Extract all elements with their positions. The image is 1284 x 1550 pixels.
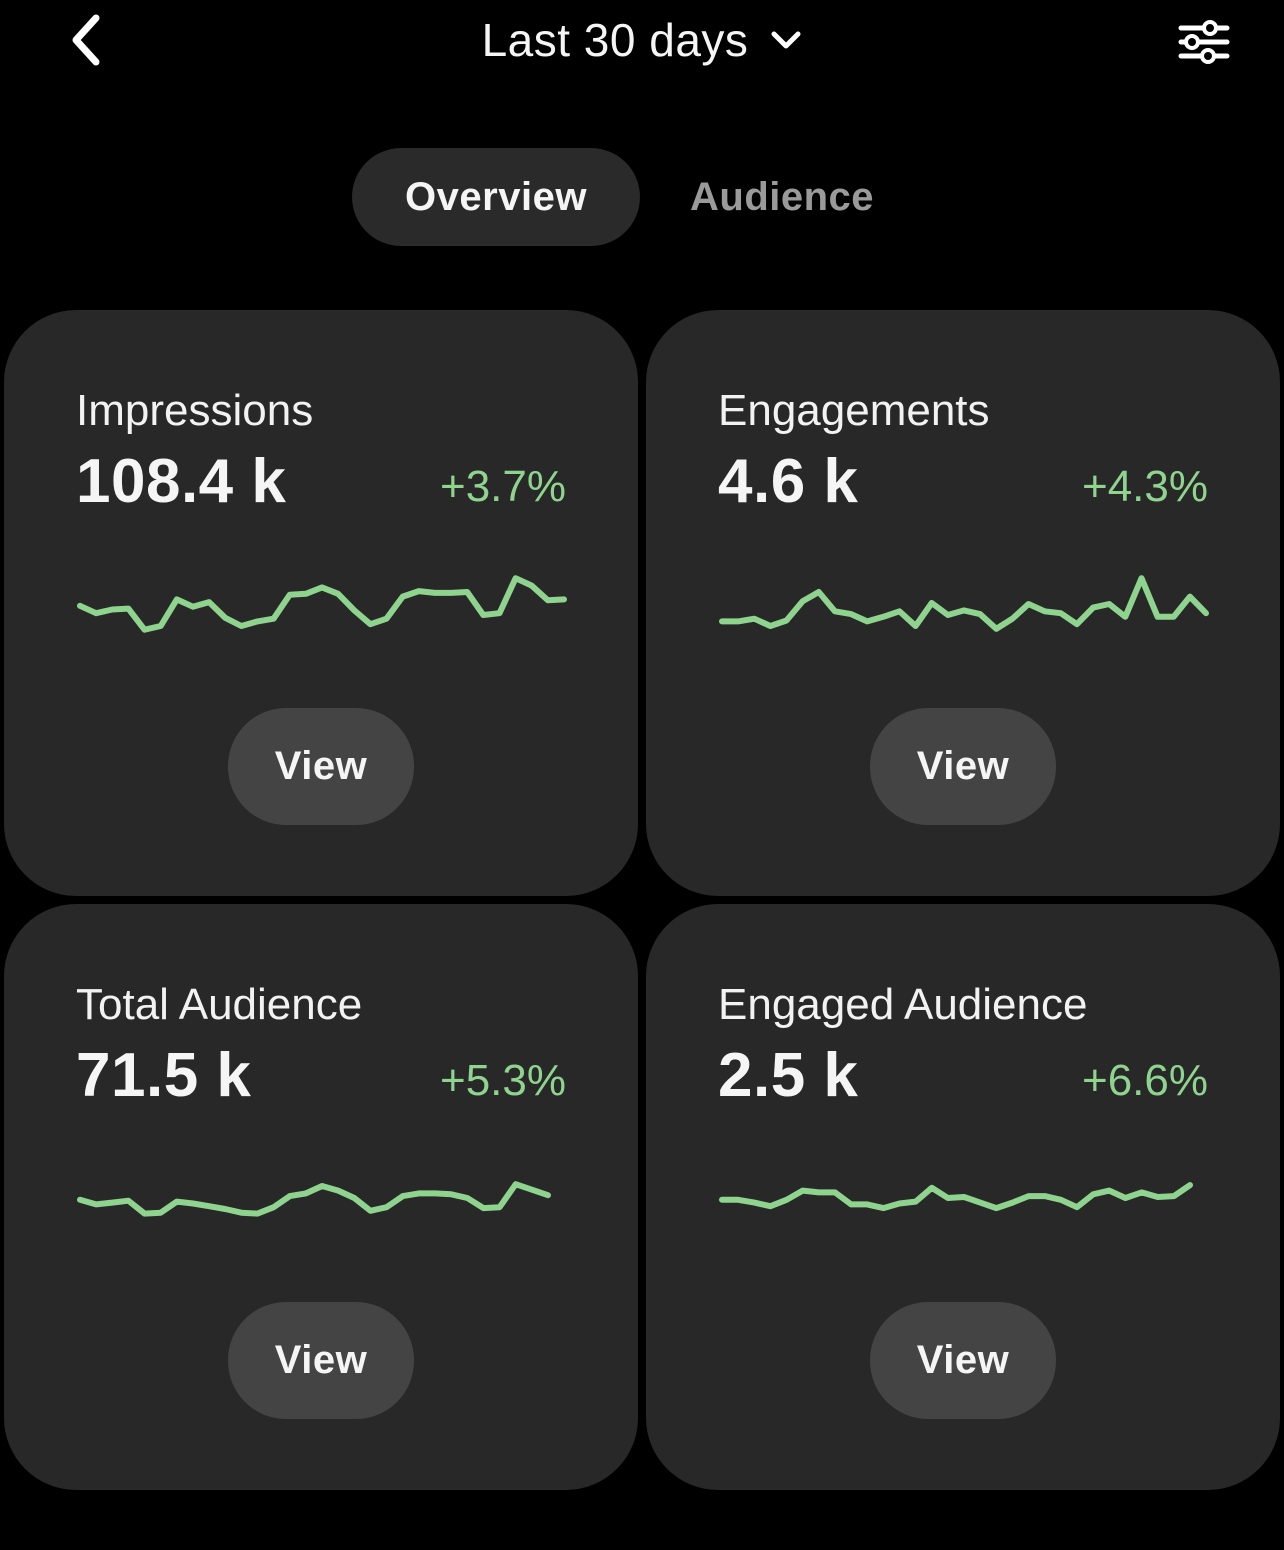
metric-change: +6.6% <box>1082 1056 1208 1105</box>
back-button[interactable] <box>56 10 116 70</box>
total-audience-sparkline <box>77 1181 551 1217</box>
engaged-audience-sparkline <box>719 1182 1193 1212</box>
engagements-sparkline <box>719 575 1209 632</box>
view-engagements-button[interactable]: View <box>870 708 1056 825</box>
sparkline-series <box>77 1181 551 1217</box>
view-total-audience-button[interactable]: View <box>228 1302 414 1419</box>
metric-title: Engaged Audience <box>718 980 1088 1029</box>
impressions-sparkline <box>77 575 567 633</box>
filter-button[interactable] <box>1172 10 1236 70</box>
sparkline-series <box>77 575 567 633</box>
date-range-label: Last 30 days <box>481 14 749 66</box>
metric-change: +3.7% <box>440 462 566 511</box>
metric-title: Total Audience <box>76 980 363 1029</box>
segment-tabs: Overview Audience <box>352 148 923 246</box>
view-engaged-audience-button[interactable]: View <box>870 1302 1056 1419</box>
chevron-down-icon <box>771 31 801 49</box>
card-engagements: Engagements 4.6 k +4.3% View <box>646 310 1280 896</box>
metric-value: 71.5 k <box>76 1041 252 1110</box>
metric-title: Engagements <box>718 386 990 435</box>
sliders-icon <box>1178 20 1230 64</box>
metric-change: +4.3% <box>1082 462 1208 511</box>
chevron-left-icon <box>72 14 100 66</box>
tab-overview[interactable]: Overview <box>352 148 640 246</box>
card-engaged-audience: Engaged Audience 2.5 k +6.6% View <box>646 904 1280 1490</box>
card-total-audience: Total Audience 71.5 k +5.3% View <box>4 904 638 1490</box>
metric-value: 4.6 k <box>718 447 859 516</box>
card-impressions: Impressions 108.4 k +3.7% View <box>4 310 638 896</box>
view-impressions-button[interactable]: View <box>228 708 414 825</box>
date-range-dropdown[interactable]: Last 30 days <box>452 8 832 72</box>
sparkline-series <box>719 575 1209 632</box>
metric-value: 108.4 k <box>76 447 287 516</box>
tab-audience[interactable]: Audience <box>690 174 875 219</box>
metric-change: +5.3% <box>440 1056 566 1105</box>
metric-value: 2.5 k <box>718 1041 859 1110</box>
top-bar: Last 30 days <box>0 0 1284 90</box>
metric-title: Impressions <box>76 386 314 435</box>
sparkline-series <box>719 1182 1193 1212</box>
